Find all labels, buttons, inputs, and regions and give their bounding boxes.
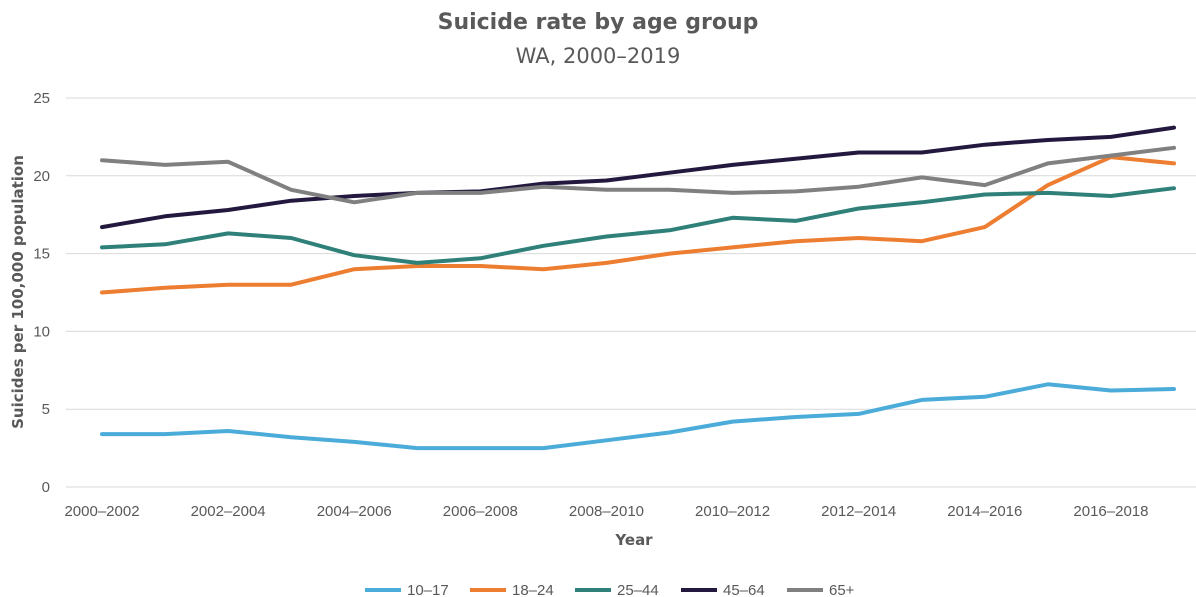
chart-subtitle: WA, 2000–2019: [515, 44, 681, 68]
series-lines: [100, 125, 1176, 451]
legend-label: 18–24: [512, 582, 554, 597]
x-tick-label: 2012–2014: [821, 503, 896, 520]
y-tick-label: 0: [42, 479, 50, 496]
x-tick-label: 2008–2010: [569, 503, 644, 520]
legend-label: 25–44: [617, 582, 659, 597]
series-line: [100, 186, 1176, 265]
x-tick-label: 2014–2016: [947, 503, 1022, 520]
legend-label: 65+: [829, 582, 855, 597]
y-tick-label: 15: [33, 246, 50, 263]
x-tick-label: 2004–2006: [317, 503, 392, 520]
series-line: [100, 125, 1176, 230]
y-tick-label: 5: [42, 401, 50, 418]
y-tick-label: 10: [33, 323, 50, 340]
x-tick-label: 2000–2002: [64, 503, 139, 520]
y-tick-label: 25: [33, 90, 50, 107]
y-tick-label: 20: [33, 168, 50, 185]
legend: 10–17 18–24 25–44 45–64 65+: [365, 582, 855, 597]
series-line: [100, 155, 1176, 295]
legend-label: 45–64: [723, 582, 765, 597]
gridlines: [66, 97, 1196, 488]
series-line: [100, 382, 1176, 451]
series-line: [100, 145, 1176, 205]
x-tick-label: 2016–2018: [1073, 503, 1148, 520]
x-tick-label: 2002–2004: [191, 503, 266, 520]
x-tick-label: 2010–2012: [695, 503, 770, 520]
chart-title: Suicide rate by age group: [437, 10, 759, 35]
x-axis-title: Year: [614, 531, 653, 549]
x-tick-label: 2006–2008: [443, 503, 518, 520]
x-axis-ticks: 2000–2002 2002–2004 2004–2006 2006–2008 2008…: [64, 503, 1148, 520]
y-axis-title: Suicides per 100,000 population: [9, 155, 27, 429]
y-axis-ticks: 0 5 10 15 20 25: [33, 90, 50, 496]
legend-label: 10–17: [407, 582, 449, 597]
